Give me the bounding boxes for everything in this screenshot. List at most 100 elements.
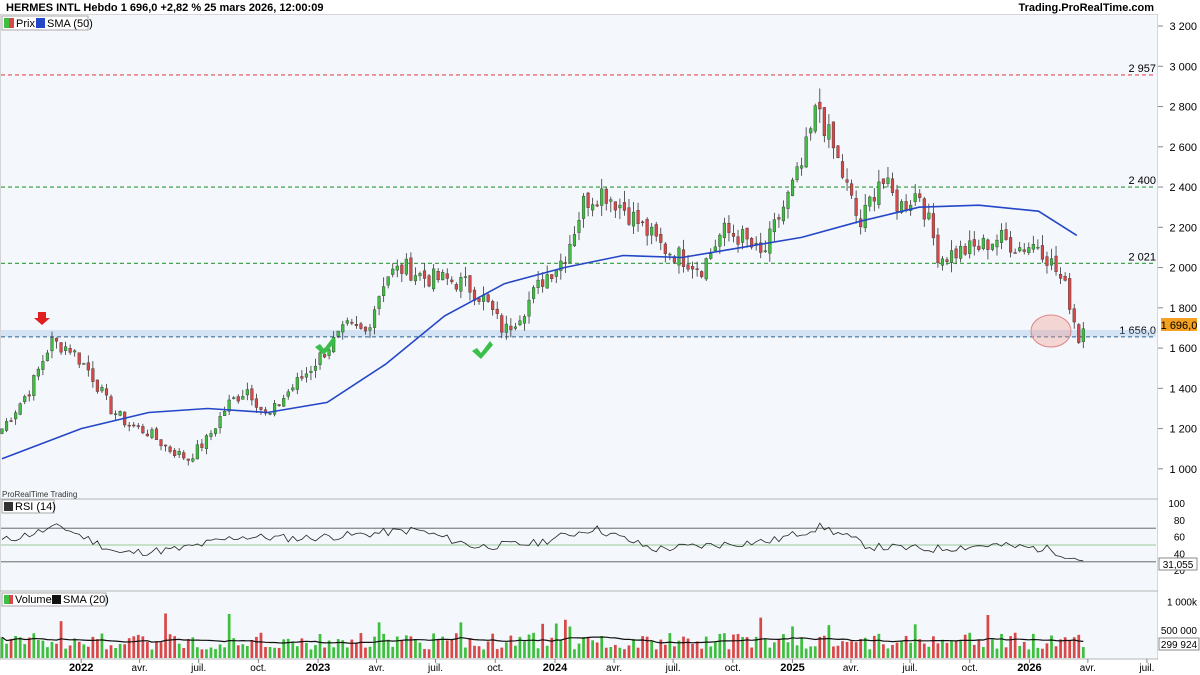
candle-body — [23, 396, 27, 403]
volume-bar — [573, 649, 576, 658]
volume-bar — [541, 623, 545, 658]
volume-bar — [150, 649, 154, 658]
candle-body — [518, 320, 522, 326]
x-tick-label: oct. — [487, 663, 503, 674]
volume-bar — [550, 637, 554, 658]
volume-legend[interactable]: Volume SMA (20) — [1, 592, 109, 607]
y-tick-label: 1 800 — [1169, 303, 1197, 315]
volume-bar — [986, 614, 990, 658]
volume-bar — [677, 640, 681, 658]
volume-bar — [195, 647, 199, 658]
volume-bar — [1027, 649, 1031, 658]
candle-body — [572, 234, 577, 247]
candle-body — [532, 287, 536, 299]
x-tick-label: avr. — [843, 663, 859, 674]
candle-body — [977, 245, 981, 250]
candle-body — [227, 399, 231, 412]
candle-body — [213, 428, 218, 434]
volume-bar — [159, 642, 163, 658]
candle-body — [268, 413, 272, 415]
candle-body — [350, 322, 354, 324]
candle-body — [86, 362, 90, 371]
checkmark-icon — [315, 337, 336, 355]
candle-body — [259, 406, 263, 410]
volume-bar — [27, 637, 31, 658]
volume-bar — [586, 636, 590, 658]
volume-bar — [836, 645, 840, 658]
price-legend[interactable]: Prix SMA (50) — [1, 15, 93, 31]
candle-body — [1022, 249, 1026, 252]
candle-body — [18, 403, 22, 415]
volume-bar — [959, 640, 963, 658]
candle-body — [541, 279, 545, 287]
candle-body — [886, 177, 890, 184]
candle-body — [613, 201, 617, 211]
candle-body — [872, 197, 876, 202]
rsi-legend[interactable]: RSI (14) — [1, 499, 56, 514]
volume-bar — [277, 647, 281, 658]
volume-bar — [373, 636, 376, 658]
volume-bar — [68, 645, 72, 658]
volume-bar — [891, 644, 894, 658]
candle-body — [136, 425, 140, 427]
volume-bar — [314, 645, 317, 658]
rsi-legend-swatch-icon — [4, 502, 13, 511]
volume-bar — [459, 622, 463, 658]
candle-body — [868, 196, 872, 207]
volume-bar — [473, 645, 476, 658]
candle-body — [109, 396, 113, 415]
volume-bar — [264, 647, 267, 658]
volume-bar — [627, 645, 631, 658]
candle-body — [236, 396, 240, 402]
candle-body — [295, 377, 299, 390]
volume-bar — [1022, 641, 1026, 658]
candle-body — [763, 250, 767, 252]
candle-body — [954, 248, 958, 259]
candle-body — [436, 271, 440, 281]
volume-bar — [332, 647, 336, 658]
candle-body — [495, 308, 499, 314]
candle-body — [209, 433, 213, 437]
candle-body — [468, 275, 472, 293]
volume-bar — [182, 648, 186, 658]
volume-bar — [514, 645, 517, 658]
x-tick-label: oct. — [725, 663, 741, 674]
volume-bar — [141, 636, 145, 658]
x-tick-label: oct. — [250, 663, 266, 674]
candle-body — [836, 145, 840, 158]
candle-body — [995, 239, 999, 248]
volume-bar — [800, 638, 803, 658]
site-label[interactable]: Trading.ProRealTime.com — [1018, 2, 1154, 14]
candle-body — [182, 452, 186, 459]
volume-bar — [750, 647, 754, 658]
sma-layer — [1, 204, 1078, 460]
candle-body — [522, 316, 527, 324]
volume-bar — [136, 634, 140, 658]
volume-bar — [854, 642, 858, 658]
candle-body — [895, 189, 899, 212]
volume-bar — [359, 633, 363, 658]
volume-bar — [668, 633, 672, 658]
candle-body — [218, 416, 222, 429]
axis-layer: 2022 avr. juil. oct. 2023 avr. juil. oct. 2024 av… — [69, 21, 1198, 674]
volume-bar — [636, 647, 640, 658]
price-panel[interactable] — [0, 13, 1159, 500]
candle-body — [1018, 247, 1022, 252]
candle-body — [636, 210, 640, 224]
volume-bar — [504, 642, 508, 658]
candle-body — [9, 420, 13, 422]
volume-bar — [46, 647, 49, 658]
candle-body — [704, 258, 708, 280]
volume-bar — [305, 642, 308, 658]
candle-body — [931, 213, 935, 239]
candle-body — [686, 264, 690, 270]
volume-bar — [1036, 647, 1040, 658]
candle-body — [654, 224, 658, 237]
candle-body — [173, 450, 177, 456]
candle-body — [77, 352, 81, 365]
price-legend-swatch-icon-down — [9, 18, 14, 28]
candle-body — [777, 217, 781, 220]
volume-bar — [400, 641, 404, 658]
candle-body — [1063, 275, 1067, 281]
